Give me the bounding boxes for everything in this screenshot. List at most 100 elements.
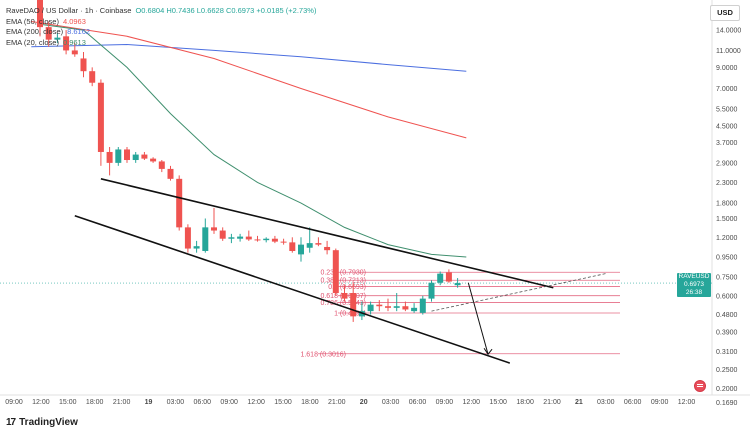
candle-body <box>193 246 200 249</box>
time-tick-label: 03:00 <box>597 399 615 406</box>
candle-body <box>341 292 348 299</box>
candle-body <box>332 250 339 293</box>
price-tick-label: 2.3000 <box>716 180 738 187</box>
fib-level-label: 0.236 (0.7930) <box>320 270 366 277</box>
legend-ema200-row[interactable]: EMA (200, close) 8.6162 <box>6 27 316 38</box>
candle-body <box>211 227 217 231</box>
candle-body <box>271 238 278 242</box>
candle-body <box>45 27 52 40</box>
fib-level-label: 0.5 (0.6693) <box>328 284 366 291</box>
candle-body <box>150 158 157 162</box>
candle-body <box>89 71 96 83</box>
time-axis: 09:00 12:00 15:00 18:00 21:00 19 03:00 06:00 09:… <box>5 399 695 406</box>
channel-trendline <box>74 214 511 364</box>
candle-body <box>176 178 183 228</box>
legend-symbol-row: RaveDAO / US Dollar · 1h · Coinbase O0.6… <box>6 6 316 17</box>
time-tick-label: 12:00 <box>247 399 265 406</box>
price-tick-label: 0.3900 <box>716 330 738 337</box>
time-tick-label: 18:00 <box>86 399 104 406</box>
ema200-label: EMA (200, close) <box>6 27 64 36</box>
price-tick-label: 2.9000 <box>716 160 738 167</box>
fib-level-label: 1.618 (0.3016) <box>300 351 346 358</box>
candle-body <box>228 237 235 239</box>
candle-body <box>428 282 435 299</box>
ema50-label: EMA (50, close) <box>6 16 59 26</box>
price-tick-label: 0.2500 <box>716 367 738 374</box>
price-tick-label: 4.5000 <box>716 123 738 130</box>
price-tag-price: 0.6973 <box>684 281 704 288</box>
price-tick-label: 14.0000 <box>716 28 741 35</box>
price-tick-label: 0.4800 <box>716 312 738 319</box>
time-tick-label: 03:00 <box>382 399 400 406</box>
candle-body <box>315 243 322 245</box>
footer-bar <box>0 416 750 430</box>
ohlc-values: O0.6804 H0.7436 L0.6628 C0.6973 +0.0185 … <box>135 6 317 15</box>
time-tick-label: 19 <box>145 399 153 406</box>
flag-icon[interactable] <box>694 380 706 392</box>
time-tick-label: 12:00 <box>678 399 696 406</box>
candle-body <box>367 304 374 312</box>
candle-body <box>350 292 357 317</box>
price-axis: 14.0000 11.0000 9.0000 7.0000 5.5000 4.5000 3.… <box>716 28 741 408</box>
price-tick-label: 0.9500 <box>716 255 738 262</box>
time-tick-label: 12:00 <box>32 399 50 406</box>
candle-body <box>254 239 261 241</box>
candle-body <box>445 272 452 282</box>
time-tick-label: 03:00 <box>167 399 185 406</box>
trendlines <box>74 178 606 364</box>
time-tick-label: 18:00 <box>301 399 319 406</box>
tradingview-logo[interactable]: 17 TradingView <box>6 417 78 428</box>
candle-body <box>324 246 331 251</box>
candle-body <box>419 298 426 313</box>
candle-body <box>289 242 296 252</box>
tradingview-mark-icon: 17 <box>6 417 16 428</box>
last-price-tag: RAVEUSD 0.6973 26:38 <box>677 273 711 297</box>
ema20-value: 0.9613 <box>62 37 86 47</box>
time-tick-label: 12:00 <box>463 399 481 406</box>
currency-button[interactable]: USD <box>710 5 740 21</box>
candle-body <box>411 307 418 312</box>
candle-body <box>393 306 400 308</box>
time-tick-label: 15:00 <box>489 399 507 406</box>
time-tick-label: 21:00 <box>543 399 561 406</box>
candle-body <box>54 37 61 40</box>
time-tick-label: 15:00 <box>274 399 292 406</box>
legend-ema20-row[interactable]: EMA (20, close) 0.9613 <box>6 38 316 49</box>
time-tick-label: 09:00 <box>436 399 454 406</box>
price-tick-label: 0.7500 <box>716 274 738 281</box>
time-tick-label: 06:00 <box>409 399 427 406</box>
candlesticks <box>37 0 461 322</box>
candle-body <box>306 243 313 248</box>
candle-body <box>63 36 70 51</box>
ema-lines <box>31 21 467 258</box>
ema20-line <box>39 23 467 258</box>
price-tick-label: 11.0000 <box>716 48 741 55</box>
time-tick-label: 09:00 <box>651 399 669 406</box>
price-tick-label: 5.5000 <box>716 106 738 113</box>
candle-body <box>141 154 148 159</box>
price-tick-label: 0.2000 <box>716 386 738 393</box>
candle-body <box>167 168 174 179</box>
ema200-line <box>31 43 467 72</box>
candle-body <box>132 154 139 161</box>
candle-body <box>71 50 78 55</box>
legend-ema50-row[interactable]: EMA (50, close) 4.0963 <box>6 17 316 28</box>
price-tick-label: 0.1690 <box>716 400 738 407</box>
ema20-label: EMA (20, close) <box>6 37 59 47</box>
time-tick-label: 06:00 <box>194 399 212 406</box>
candle-body <box>437 273 444 283</box>
ema50-value: 4.0963 <box>62 16 86 26</box>
time-tick-label: 06:00 <box>624 399 642 406</box>
price-tick-label: 1.5000 <box>716 216 738 223</box>
time-tick-label: 09:00 <box>220 399 238 406</box>
symbol-title: RaveDAO / US Dollar · 1h · Coinbase <box>6 6 132 15</box>
price-tick-label: 9.0000 <box>716 65 738 72</box>
candle-body <box>97 82 104 152</box>
price-tag-symbol: RAVEUSD <box>678 273 710 280</box>
chart-legend: RaveDAO / US Dollar · 1h · Coinbase O0.6… <box>6 6 316 48</box>
fib-level-label: 0.786 (0.5543) <box>320 300 366 307</box>
tradingview-wordmark: TradingView <box>19 417 78 428</box>
projection-arrow <box>467 282 489 355</box>
candle-body <box>263 238 270 241</box>
